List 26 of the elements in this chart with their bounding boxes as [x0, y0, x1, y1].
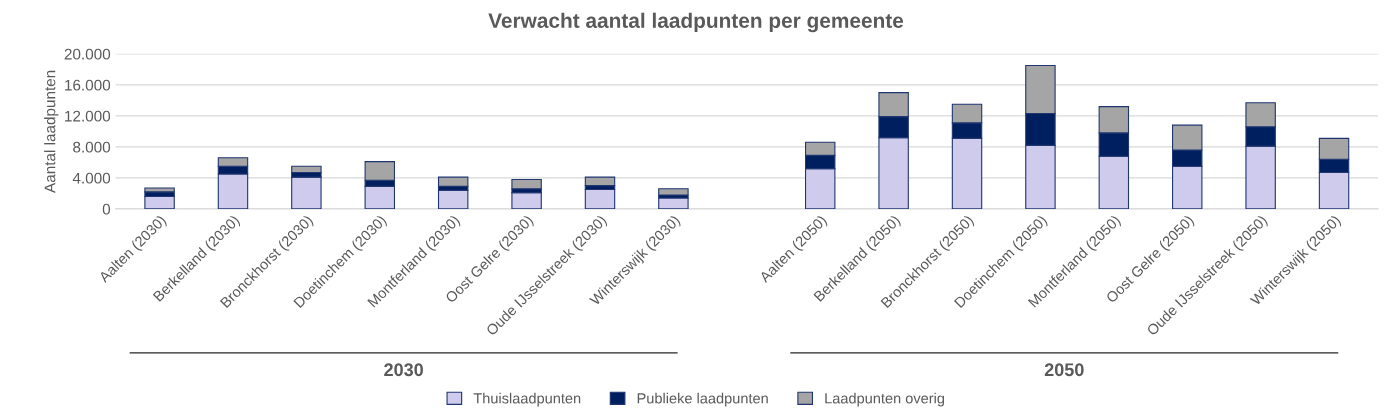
- text: 2050: [1044, 363, 1084, 377]
- legend-label: Publieke laadpunten: [637, 392, 768, 407]
- legend-label: Laadpunten overig: [825, 392, 945, 407]
- bar: [511, 178, 542, 190]
- y-tick-label: 8.000: [73, 141, 111, 153]
- chart-title: Verwacht aantal laadpunten per gemeente: [488, 12, 904, 33]
- y-tick-label: 0: [102, 203, 111, 215]
- legend-label: Thuislaadpunten: [473, 392, 581, 407]
- bar: [291, 176, 322, 209]
- y-axis-title: Aantal laadpunten: [44, 70, 59, 193]
- text: 2030: [384, 363, 423, 377]
- y-tick-label: 20.000: [64, 48, 111, 60]
- bar: [437, 189, 469, 209]
- y-tick-label: 12.000: [65, 110, 111, 122]
- y-tick-label: 16.000: [65, 79, 111, 91]
- bar: [584, 188, 616, 209]
- bar: [364, 185, 396, 209]
- bar: [144, 187, 175, 193]
- bar: [144, 195, 175, 209]
- bar: [437, 176, 469, 187]
- bar: [658, 188, 689, 196]
- bar: [291, 165, 322, 174]
- bar: [658, 197, 689, 209]
- bar: [511, 192, 542, 209]
- bar: [584, 176, 616, 187]
- y-tick-label: 4.000: [72, 172, 111, 184]
